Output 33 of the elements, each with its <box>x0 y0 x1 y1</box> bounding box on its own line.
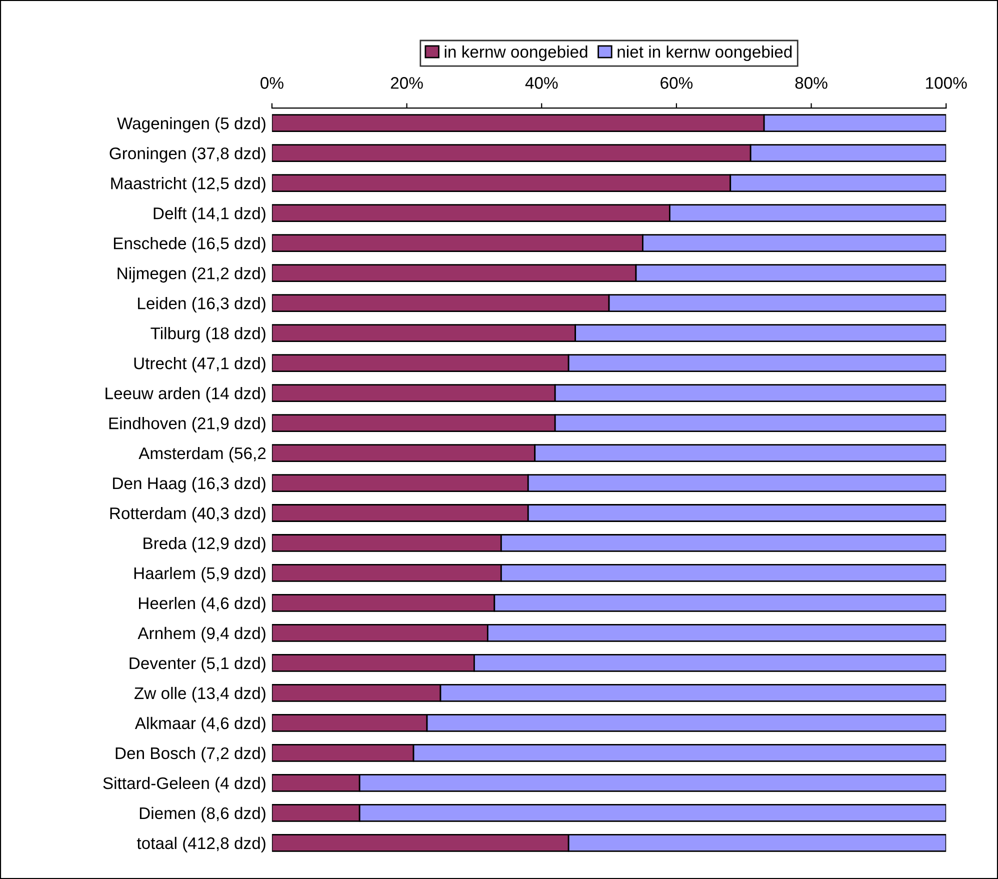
y-tick-label: Rotterdam (40,3 dzd) <box>110 506 266 522</box>
y-tick-label: Breda (12,9 dzd) <box>144 536 266 552</box>
y-tick-label: Groningen (37,8 dzd) <box>110 147 266 163</box>
y-tick-label: Nijmegen (21,2 dzd) <box>118 267 266 283</box>
y-tick-label: Eindhoven (21,9 dzd) <box>109 416 266 433</box>
y-tick-label: Den Bosch (7,2 dzd) <box>116 746 266 762</box>
x-tick-label: 0% <box>260 77 284 89</box>
y-tick-label: Sittard-Geleen (4 dzd) <box>103 776 266 792</box>
y-tick-label: Leiden (16,3 dzd) <box>138 297 266 313</box>
y-tick-label: Maastricht (12,5 dzd) <box>111 177 266 193</box>
y-tick-label: Amsterdam (56,2 <box>138 446 266 463</box>
y-tick-label: Deventer (5,1 dzd) <box>130 656 266 672</box>
y-tick-label: Den Haag (16,3 dzd) <box>113 476 266 493</box>
x-tick-label: 60% <box>660 77 693 89</box>
y-tick-label: Zw olle (13,4 dzd) <box>134 686 266 702</box>
y-tick-label: Heerlen (4,6 dzd) <box>139 596 266 612</box>
y-tick-label: Leeuw arden (14 dzd) <box>106 386 266 403</box>
y-tick-label: Wageningen (5 dzd) <box>117 117 266 133</box>
y-tick-label: Tilburg (18 dzd) <box>150 327 266 343</box>
x-tick-label: 40% <box>525 77 558 89</box>
x-tick-label: 80% <box>795 77 828 89</box>
y-tick-label: Alkmaar (4,6 dzd) <box>134 716 266 732</box>
y-tick-label: totaal (412,8 dzd) <box>136 836 266 852</box>
y-tick-label: Diemen (8,6 dzd) <box>140 806 266 822</box>
legend-label: niet in kernw oongebied <box>618 46 792 62</box>
legend-label: in kernw oongebied <box>444 46 588 62</box>
x-tick-label: 100% <box>926 77 967 89</box>
x-tick-label: 20% <box>390 77 423 89</box>
y-tick-label: Delft (14,1 dzd) <box>154 207 266 223</box>
y-tick-label: Arnhem (9,4 dzd) <box>138 626 266 642</box>
y-tick-label: Utrecht (47,1 dzd) <box>134 357 266 373</box>
y-tick-label: Haarlem (5,9 dzd) <box>134 566 266 582</box>
y-tick-label: Enschede (16,5 dzd) <box>114 237 266 253</box>
